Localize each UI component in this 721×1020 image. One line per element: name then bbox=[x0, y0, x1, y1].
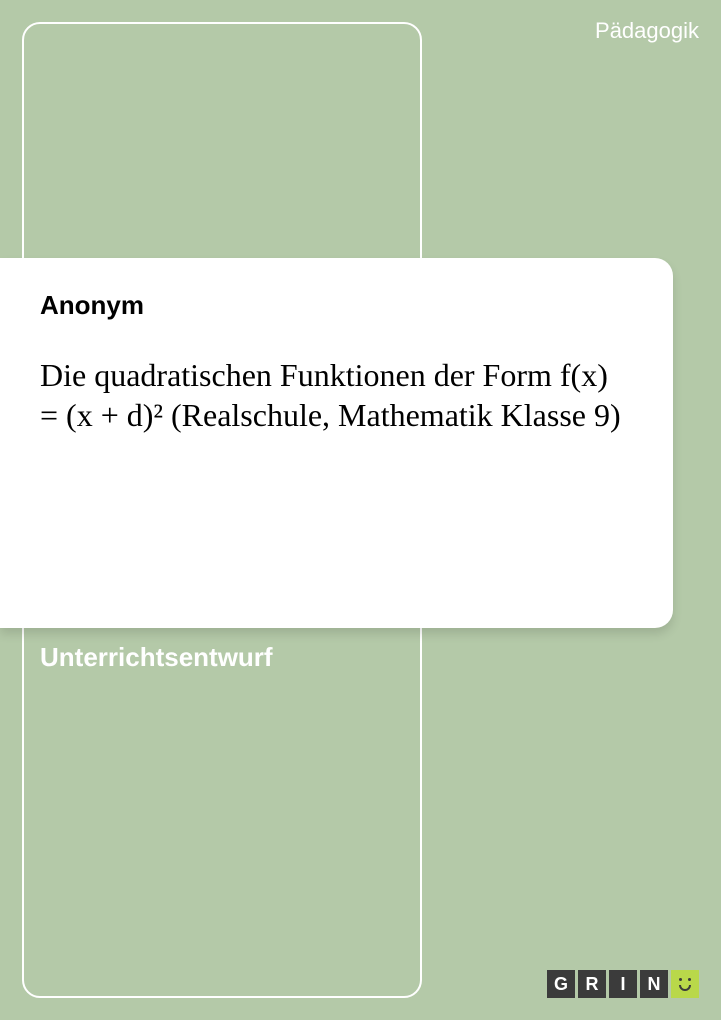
document-title: Die quadratischen Funktionen der Form f(… bbox=[40, 355, 633, 435]
document-type-label: Unterrichtsentwurf bbox=[40, 642, 273, 673]
title-card: Anonym Die quadratischen Funktionen der … bbox=[0, 258, 673, 628]
logo-letter-i: I bbox=[609, 970, 637, 998]
publisher-logo: G R I N bbox=[547, 970, 699, 998]
logo-letter-g: G bbox=[547, 970, 575, 998]
logo-letter-r: R bbox=[578, 970, 606, 998]
author-name: Anonym bbox=[40, 290, 633, 321]
logo-smile-icon bbox=[671, 970, 699, 998]
logo-letter-n: N bbox=[640, 970, 668, 998]
category-label: Pädagogik bbox=[595, 18, 699, 44]
